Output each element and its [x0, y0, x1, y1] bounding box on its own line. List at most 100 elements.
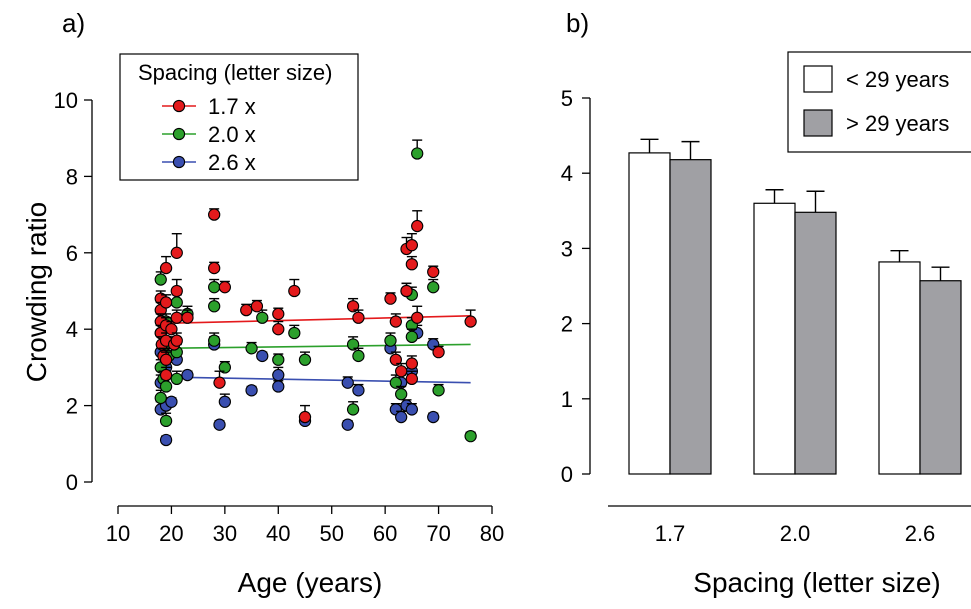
bar-old-2.6 — [919, 280, 962, 475]
data-point-20 — [170, 296, 183, 309]
data-point-17 — [170, 246, 183, 259]
bar-old-1.7 — [669, 159, 712, 475]
data-point-17 — [159, 296, 173, 309]
data-point-17 — [170, 334, 183, 347]
data-point-17 — [250, 300, 264, 313]
panel-a-trend-lines — [160, 315, 471, 384]
bar-young-2.6 — [878, 261, 921, 475]
data-point-26 — [256, 349, 269, 363]
x-tick-label: 80 — [480, 521, 504, 546]
data-point-17 — [405, 357, 419, 370]
legend-label-20: 2.0 x — [208, 122, 256, 147]
data-point-26 — [181, 368, 194, 382]
data-point-26 — [159, 433, 173, 447]
data-point-20 — [245, 342, 258, 355]
data-point-20 — [298, 353, 312, 366]
data-point-20 — [395, 387, 408, 401]
data-point-17 — [411, 219, 424, 233]
panel-a-y-ticks: 0 2 4 6 8 10 — [54, 88, 92, 495]
data-point-20 — [154, 391, 167, 405]
data-point-17 — [389, 353, 402, 366]
data-point-17 — [411, 311, 424, 324]
data-point-20 — [389, 376, 402, 389]
data-point-17 — [165, 323, 178, 336]
data-point-17 — [181, 311, 194, 324]
trend-line-26 — [160, 376, 471, 384]
data-point-20 — [256, 311, 269, 324]
y-tick-label: 5 — [561, 86, 573, 111]
y-tick-label: 8 — [66, 164, 78, 189]
panel-b-bars — [628, 138, 962, 475]
x-tick-label: 2.0 — [780, 521, 811, 546]
data-point-26 — [395, 410, 408, 424]
data-point-20 — [154, 273, 167, 286]
y-tick-label: 10 — [54, 88, 78, 113]
data-point-26 — [272, 368, 285, 382]
panel-b-legend: < 29 years > 29 years — [787, 51, 971, 153]
trend-line-20 — [160, 343, 471, 350]
data-point-17 — [352, 311, 365, 324]
legend-swatch-young — [803, 65, 833, 93]
data-point-17 — [213, 376, 226, 389]
panel-a-legend-items: 1.7 x 2.0 x 2.6 x — [162, 94, 256, 175]
data-point-20 — [352, 349, 365, 363]
y-tick-label: 6 — [66, 241, 78, 266]
x-tick-label: 30 — [213, 521, 237, 546]
y-tick-label: 3 — [561, 236, 573, 261]
data-point-26 — [341, 418, 354, 431]
legend-label-young: < 29 years — [846, 67, 949, 92]
y-tick-label: 0 — [66, 470, 78, 495]
data-point-20 — [208, 334, 221, 347]
data-point-17 — [208, 208, 221, 221]
data-point-20 — [288, 326, 301, 340]
data-point-17 — [159, 353, 173, 366]
data-point-17 — [272, 307, 285, 321]
panel-a-legend-box — [119, 53, 359, 181]
data-point-17 — [464, 315, 477, 328]
panel-a-y-label: Crowding ratio — [21, 202, 52, 383]
data-point-17 — [405, 372, 419, 386]
bar-old-2.0 — [794, 211, 837, 475]
data-point-26 — [427, 410, 440, 424]
data-point-26 — [341, 376, 354, 389]
y-tick-label: 1 — [561, 387, 573, 412]
data-point-20 — [272, 353, 285, 366]
panel-b-x-ticks: 1.7 2.0 2.6 — [655, 521, 936, 546]
data-point-17 — [170, 311, 183, 324]
y-tick-label: 2 — [561, 312, 573, 337]
data-point-17 — [298, 410, 312, 424]
panel-b-label: b) — [566, 8, 589, 38]
data-point-20 — [208, 300, 221, 313]
data-point-17 — [400, 284, 413, 298]
panel-a-legend-title: Spacing (letter size) — [138, 60, 332, 85]
legend-swatch-old — [803, 109, 833, 137]
data-point-20 — [346, 338, 360, 351]
data-point-17 — [405, 239, 419, 252]
data-point-20 — [346, 403, 360, 416]
data-point-17 — [427, 265, 440, 279]
data-point-26 — [245, 384, 258, 397]
bar-young-1.7 — [628, 152, 671, 475]
data-point-17 — [432, 345, 445, 359]
x-tick-label: 2.6 — [905, 521, 936, 546]
data-point-26 — [165, 395, 178, 408]
data-point-17 — [272, 323, 285, 336]
data-point-20 — [427, 281, 440, 294]
legend-marker-26 — [172, 155, 186, 169]
x-tick-label: 40 — [266, 521, 290, 546]
data-point-26 — [352, 384, 365, 397]
data-point-20 — [384, 334, 397, 347]
data-point-17 — [288, 284, 301, 298]
legend-label-17: 1.7 x — [208, 94, 256, 119]
panel-a-label: a) — [62, 8, 85, 38]
panel-a-points — [154, 139, 477, 447]
legend-marker-20 — [172, 127, 186, 141]
data-point-17 — [208, 261, 221, 275]
data-point-17 — [218, 281, 232, 294]
panel-a-legend: Spacing (letter size) 1.7 x 2.0 x 2.6 x — [119, 53, 359, 181]
bar-young-2.0 — [753, 202, 796, 475]
legend-label-old: > 29 years — [846, 111, 949, 136]
data-point-20 — [159, 380, 173, 393]
data-point-26 — [213, 418, 226, 431]
